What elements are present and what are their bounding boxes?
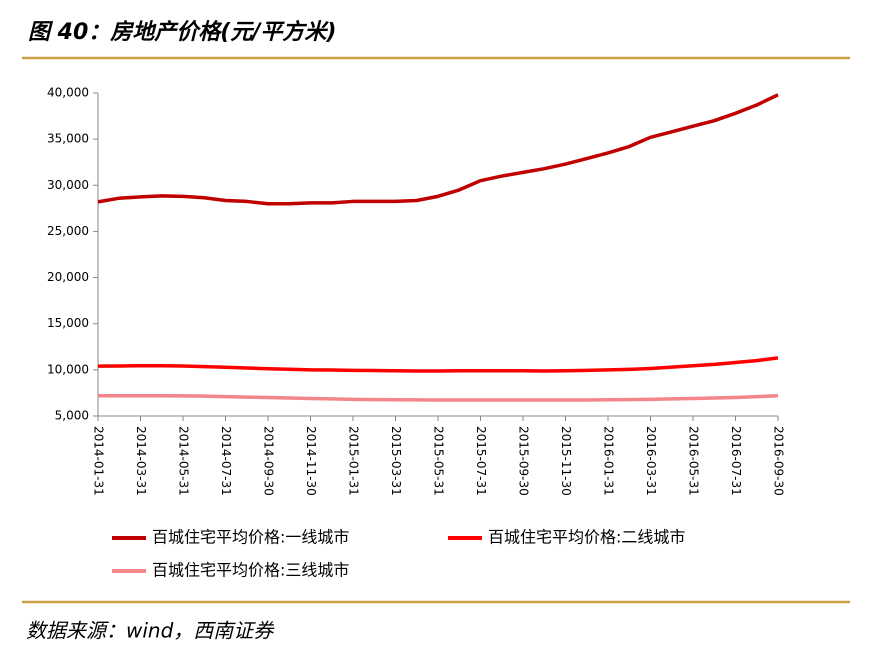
- source-note: 数据来源：wind，西南证券: [26, 619, 275, 643]
- x-tick-label: 2014-01-31: [92, 426, 106, 496]
- y-tick-label: 40,000: [47, 86, 89, 100]
- x-tick-label: 2015-07-31: [474, 426, 488, 496]
- x-tick-label: 2015-03-31: [389, 426, 403, 496]
- y-tick-label: 15,000: [47, 316, 89, 330]
- x-tick-label: 2014-09-30: [262, 426, 276, 496]
- x-tick-label: 2016-05-31: [687, 426, 701, 496]
- legend-label: 百城住宅平均价格:一线城市: [152, 528, 349, 547]
- y-tick-label: 30,000: [47, 178, 89, 192]
- y-tick-label: 5,000: [55, 409, 89, 423]
- x-tick-label: 2014-07-31: [219, 426, 233, 496]
- x-tick-label: 2016-07-31: [729, 426, 743, 496]
- series-line: [98, 393, 779, 402]
- chart-title: 图 40：房地产价格(元/平方米): [28, 19, 336, 45]
- x-tick-label: 2015-05-31: [432, 426, 446, 496]
- series-line: [97, 93, 779, 206]
- legend-label: 百城住宅平均价格:二线城市: [488, 528, 685, 547]
- x-tick-label: 2015-09-30: [517, 426, 531, 496]
- x-tick-label: 2016-09-30: [772, 426, 786, 496]
- legend-label: 百城住宅平均价格:三线城市: [152, 561, 349, 580]
- x-tick-label: 2014-05-31: [177, 426, 191, 496]
- x-tick-label: 2015-11-30: [559, 426, 573, 496]
- x-tick-label: 2015-01-31: [347, 426, 361, 496]
- y-tick-label: 35,000: [47, 132, 89, 146]
- x-tick-label: 2014-03-31: [134, 426, 148, 496]
- y-tick-label: 25,000: [47, 224, 89, 238]
- y-tick-label: 20,000: [47, 270, 89, 284]
- series-line: [97, 356, 779, 373]
- x-tick-label: 2014-11-30: [304, 426, 318, 496]
- x-tick-label: 2016-01-31: [602, 426, 616, 496]
- x-tick-label: 2016-03-31: [644, 426, 658, 496]
- y-tick-label: 10,000: [47, 362, 89, 376]
